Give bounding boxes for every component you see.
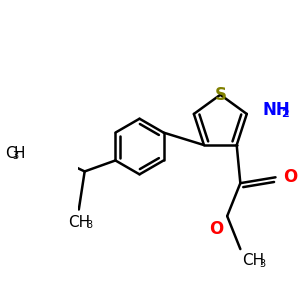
Text: 2: 2 [281, 109, 289, 119]
Text: 3: 3 [260, 259, 266, 269]
Text: H: H [14, 146, 25, 160]
Text: CH: CH [68, 215, 90, 230]
Text: 3: 3 [13, 151, 19, 161]
Text: CH: CH [242, 253, 264, 268]
Text: 3: 3 [86, 220, 92, 230]
Text: O: O [283, 168, 297, 186]
Text: NH: NH [263, 101, 291, 119]
Text: O: O [209, 220, 224, 238]
Text: C: C [5, 146, 16, 160]
Text: S: S [214, 86, 226, 104]
